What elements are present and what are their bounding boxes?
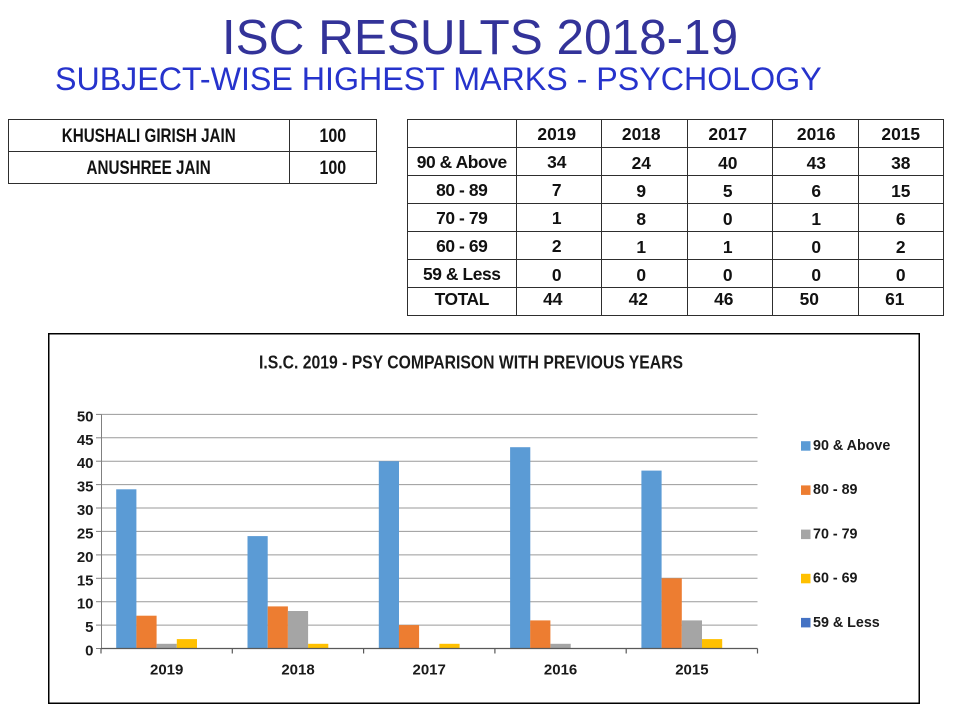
svg-text:60 - 69: 60 - 69 bbox=[813, 571, 858, 587]
svg-text:20: 20 bbox=[77, 549, 94, 566]
svg-text:50: 50 bbox=[77, 408, 94, 425]
svg-text:35: 35 bbox=[77, 479, 94, 496]
svg-text:I.S.C. 2019 - PSY COMPARISON W: I.S.C. 2019 - PSY COMPARISON WITH PREVIO… bbox=[259, 351, 683, 372]
svg-text:90 & Above: 90 & Above bbox=[813, 438, 890, 454]
svg-text:45: 45 bbox=[77, 432, 94, 449]
svg-text:10: 10 bbox=[77, 596, 94, 613]
svg-text:2017: 2017 bbox=[413, 661, 446, 678]
svg-text:2018: 2018 bbox=[281, 661, 314, 678]
svg-text:5: 5 bbox=[85, 619, 93, 636]
svg-text:59 & Less: 59 & Less bbox=[813, 615, 880, 631]
svg-text:25: 25 bbox=[77, 525, 94, 542]
svg-text:2019: 2019 bbox=[150, 661, 183, 678]
svg-text:30: 30 bbox=[77, 502, 94, 519]
svg-text:15: 15 bbox=[77, 572, 94, 589]
svg-text:2016: 2016 bbox=[544, 661, 577, 678]
svg-text:2015: 2015 bbox=[675, 661, 708, 678]
svg-text:0: 0 bbox=[85, 643, 93, 660]
svg-text:70 - 79: 70 - 79 bbox=[813, 526, 858, 542]
svg-text:80 - 89: 80 - 89 bbox=[813, 482, 858, 498]
svg-text:40: 40 bbox=[77, 455, 94, 472]
